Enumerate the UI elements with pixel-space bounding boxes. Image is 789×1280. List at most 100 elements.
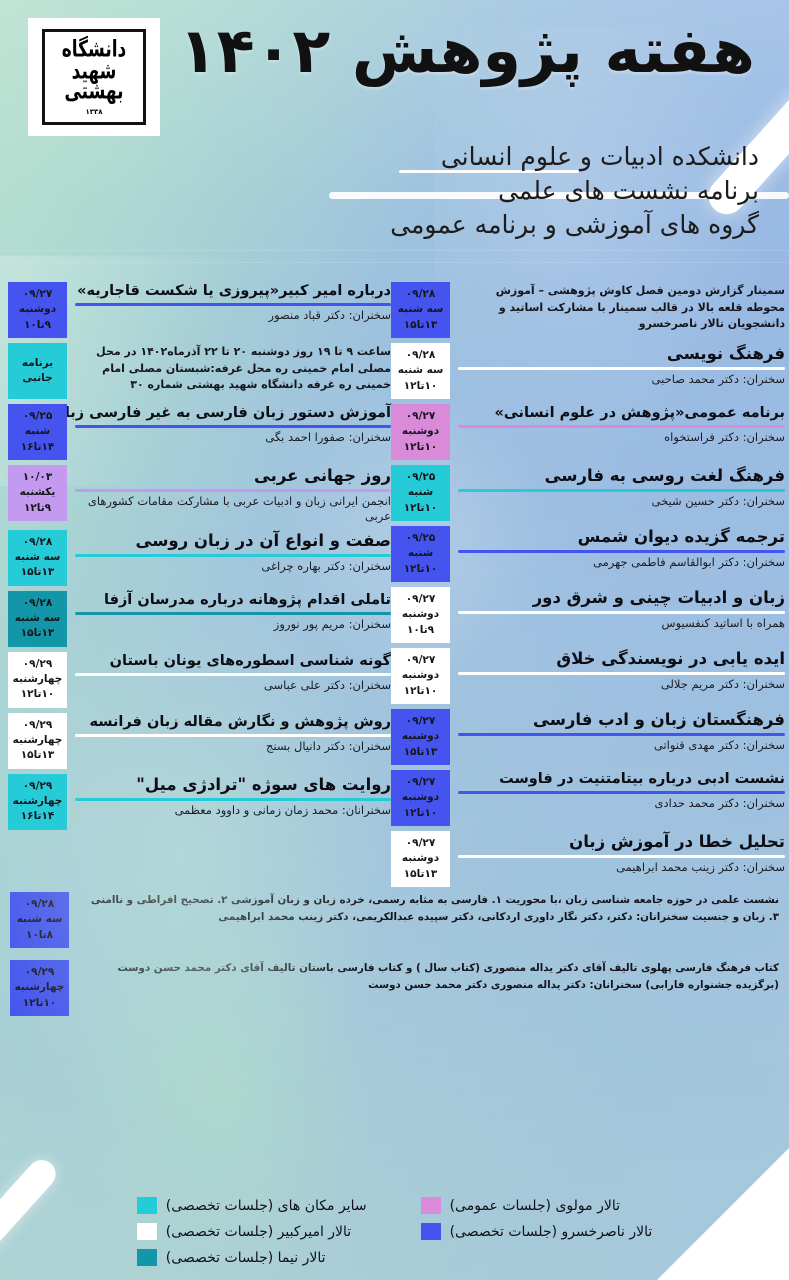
session-date-badge: ۰۹/۲۹ چهارشنبه ۱۰تا۱۲: [8, 651, 67, 708]
session-speaker: سخنران: دکتر ابوالقاسم فاطمی جهرمی: [593, 554, 785, 569]
note-text: کتاب فرهنگ فارسی پهلوی تالیف آقای دکتر ی…: [117, 962, 779, 991]
session-speaker: سخنران: دکتر بهاره چراغی: [261, 558, 391, 573]
session-underline: [458, 671, 785, 675]
badge-date: ۰۹/۲۹: [22, 658, 53, 670]
badge-time: ۸تا۱۰: [25, 928, 54, 941]
session-title: فرهنگ نویسی: [666, 344, 785, 363]
legend-color-swatch: [136, 1249, 157, 1266]
session-row[interactable]: ۰۹/۲۵ شنبه ۱۰تا۱۲ ترجمه گزیده دیوان شمس سخنر…: [391, 526, 785, 582]
session-date-badge: ۰۹/۲۹ چهارشنبه ۱۴تا۱۶: [8, 773, 67, 830]
badge-time: ۱۳تا۱۵: [20, 749, 55, 762]
session-row[interactable]: ۰۹/۲۹ چهارشنبه ۱۴تا۱۶ روایت های سوژه "ترادژ…: [8, 773, 391, 830]
session-underline: [458, 366, 785, 370]
session-row[interactable]: ۰۹/۲۹ چهارشنبه ۱۰تا۱۲ گونه شناسی اسطوره‌های…: [8, 651, 391, 708]
badge-date: ۰۹/۲۸: [22, 536, 53, 548]
badge-day: سه شنبه: [14, 612, 61, 625]
session-row[interactable]: ۰۹/۲۵ شنبه ۱۴تا۱۶ آموزش دستور زبان فارسی به…: [8, 404, 391, 460]
session-date-badge: ۰۹/۲۸ سه شنبه ۱۳تا۱۵: [8, 529, 67, 586]
session-row[interactable]: ۱۰/۰۳ یکشنبه ۹تا۱۲ روز جهانی عربی انجمن ایرا…: [8, 465, 391, 525]
session-body: زبان و ادبیات چینی و شرق دور همراه با اسا…: [458, 587, 785, 631]
legend-color-swatch: [420, 1197, 441, 1214]
session-underline: [458, 488, 785, 492]
session-date-badge: ۰۹/۲۹ چهارشنبه ۱۰تا۱۲: [10, 960, 69, 1016]
badge-date: ۰۹/۲۷: [22, 288, 53, 301]
session-row[interactable]: ۰۹/۲۷ دوشنبه ۱۰تا۱۲ ایده یابی در نویسندگی خ…: [391, 648, 785, 704]
badge-date: ۰۹/۲۵: [405, 532, 436, 545]
badge-day: سه شنبه: [397, 303, 444, 316]
session-body: گونه شناسی اسطوره‌های یونان باستان سخنران…: [75, 652, 391, 694]
badge-day: یکشنبه: [19, 486, 56, 499]
badge-date: ۱۰/۰۳: [22, 471, 53, 484]
legend-item: سایر مکان های (جلسات تخصصی): [136, 1197, 367, 1214]
session-underline: [75, 734, 391, 738]
session-body: فرهنگستان زبان و ادب فارسی سخنران: دکتر م…: [458, 709, 785, 753]
session-date-badge: ۰۹/۲۷ دوشنبه ۹تا۱۰: [391, 587, 450, 643]
session-title: روش پژوهش و نگارش مقاله زبان فرانسه: [89, 713, 391, 730]
badge-date: ۰۹/۲۷: [405, 593, 436, 606]
badge-date: ۰۹/۲۸: [24, 898, 55, 911]
legend-column-right: تالار مولوی (جلسات عمومی) تالار ناصرخسرو …: [420, 1197, 653, 1266]
badge-time: ۱۰تا۱۲: [20, 688, 55, 701]
session-row[interactable]: ۰۹/۲۷ دوشنبه ۱۰تا۱۲ نشست ادبی درباره بیتامت…: [391, 770, 785, 826]
badge-day: چهارشنبه: [12, 795, 63, 808]
session-date-badge: ۰۹/۲۸ سه شنبه ۱۳تا۱۵: [391, 282, 450, 338]
legend-item: تالار امیرکبیر (جلسات تخصصی): [136, 1223, 367, 1240]
session-row[interactable]: ۰۹/۲۸ سه شنبه ۱۰تا۱۲ فرهنگ نویسی سخنران: دکت…: [391, 343, 785, 399]
session-underline: [458, 854, 785, 858]
session-body: ترجمه گزیده دیوان شمس سخنران: دکتر ابوالق…: [458, 526, 785, 570]
badge-date: ۰۹/۲۸: [405, 288, 436, 301]
session-speaker: سخنران: صفورا احمد بگی: [265, 430, 391, 445]
session-speaker: سخنران: مریم پور نوروز: [273, 617, 391, 632]
badge-day: دوشنبه: [401, 608, 440, 621]
session-row[interactable]: ۰۹/۲۷ دوشنبه ۱۳تا۱۵ فرهنگستان زبان و ادب فا…: [391, 709, 785, 765]
session-row[interactable]: ۰۹/۲۸ سه شنبه ۱۳تا۱۵ صفت و انواع آن در زبان…: [8, 529, 391, 586]
legend: سایر مکان های (جلسات تخصصی) تالار امیرکبی…: [0, 1197, 789, 1266]
note-row[interactable]: ۰۹/۲۹ چهارشنبه ۱۰تا۱۲ کتاب فرهنگ فارسی پهلو…: [10, 960, 779, 1016]
session-row[interactable]: ۰۹/۲۵ شنبه ۱۰تا۱۲ فرهنگ لغت روسی به فارسی سخ…: [391, 465, 785, 521]
legend-column-left: سایر مکان های (جلسات تخصصی) تالار امیرکبی…: [136, 1197, 367, 1266]
badge-day: شنبه: [24, 425, 51, 438]
legend-color-swatch: [420, 1223, 441, 1240]
session-title: درباره امیر کبیر«پیروزی یا شکست قاجاریه»: [77, 283, 391, 299]
badge-time: ۱۳تا۱۵: [403, 867, 438, 880]
session-underline: [458, 425, 785, 429]
session-body: روز جهانی عربی انجمن ایرانی زبان و ادبیات…: [75, 465, 391, 525]
session-row[interactable]: ۰۹/۲۸ سه شنبه ۱۳تا۱۵ تاملی اقدام پژوهانه در…: [8, 590, 391, 647]
badge-day: دوشنبه: [401, 852, 440, 865]
subtitle-line-2: برنامه نشست های علمی: [498, 176, 759, 205]
legend-label: تالار امیرکبیر (جلسات تخصصی): [165, 1223, 352, 1240]
session-row[interactable]: ۰۹/۲۸ سه شنبه ۱۳تا۱۵ سمینار گزارش دومین فصل…: [391, 282, 785, 338]
session-row[interactable]: ۰۹/۲۷ دوشنبه ۹تا۱۰ زبان و ادبیات چینی و شرق…: [391, 587, 785, 643]
session-underline: [75, 612, 391, 616]
badge-date: ۰۹/۲۵: [405, 471, 436, 484]
session-underline: [75, 797, 391, 801]
session-row[interactable]: ۰۹/۲۹ چهارشنبه ۱۳تا۱۵ روش پژوهش و نگارش مقا…: [8, 712, 391, 769]
session-row[interactable]: ۰۹/۲۷ دوشنبه ۱۰تا۱۲ برنامه عمومی«پژوهش در ع…: [391, 404, 785, 460]
badge-date: ۰۹/۲۷: [405, 837, 436, 850]
session-speaker: سخنرانان: محمد زمان زمانی و داوود معظمی: [174, 802, 391, 817]
badge-time: ۱۰تا۱۲: [403, 562, 438, 575]
badge-day: شنبه: [407, 486, 434, 499]
badge-time: ۱۴تا۱۶: [20, 440, 55, 453]
badge-day: چهارشنبه: [14, 981, 65, 994]
session-speaker: سخنران: دکتر محمد حدادی: [654, 796, 786, 811]
legend-color-swatch: [136, 1223, 157, 1240]
badge-date: ۰۹/۲۸: [22, 597, 53, 609]
session-row[interactable]: ۰۹/۲۷ دوشنبه ۱۳تا۱۵ تحلیل خطا در آموزش زبان…: [391, 831, 785, 887]
poster-header: دانشگاه شهید بهشتی ۱۳۳۸ هفته پژوهش ۱۴۰۲ دا…: [0, 0, 789, 282]
session-underline: [458, 610, 785, 614]
session-row[interactable]: برنامه جانبی ساعت ۹ تا ۱۹ روز دوشنبه ۲۰ تا…: [8, 343, 391, 399]
badge-date: ۰۹/۲۹: [24, 966, 55, 979]
note-row[interactable]: ۰۹/۲۸ سه شنبه ۸تا۱۰ نشست علمی در حوزه جامعه…: [10, 892, 779, 948]
legend-item: تالار مولوی (جلسات عمومی): [420, 1197, 653, 1214]
badge-date: ۰۹/۲۷: [405, 715, 436, 728]
session-underline: [458, 732, 785, 736]
badge-time: ۱۰تا۱۲: [403, 806, 438, 819]
logo-calligraphy: دانشگاه شهید بهشتی ۱۳۳۸: [61, 36, 128, 116]
session-body: ساعت ۹ تا ۱۹ روز دوشنبه ۲۰ تا ۲۲ آذرماه۱…: [75, 343, 391, 394]
session-row[interactable]: ۰۹/۲۷ دوشنبه ۹تا۱۰ درباره امیر کبیر«پیروزی …: [8, 282, 391, 338]
session-date-badge: ۰۹/۲۵ شنبه ۱۰تا۱۲: [391, 465, 450, 521]
badge-date: ۰۹/۲۹: [22, 719, 53, 731]
session-title: فرهنگستان زبان و ادب فارسی: [533, 710, 785, 729]
session-speaker: سخنران: دکتر مریم جلالی: [660, 676, 785, 691]
